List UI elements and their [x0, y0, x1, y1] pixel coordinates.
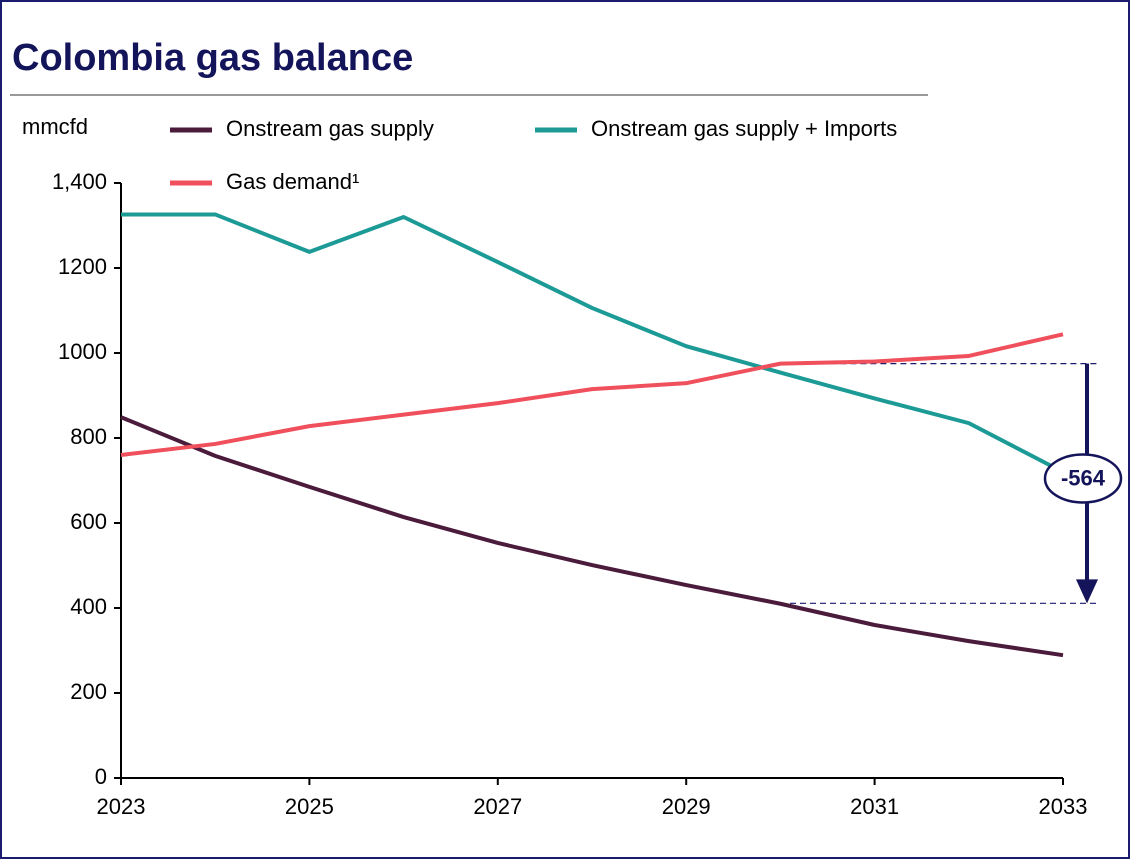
legend-label: Gas demand¹ [226, 169, 359, 194]
legend-label: Onstream gas supply + Imports [591, 116, 897, 141]
y-tick-label: 200 [70, 679, 107, 704]
series-line [121, 212, 1064, 474]
x-tick-label: 2025 [285, 794, 334, 819]
y-tick-label: 1200 [58, 254, 107, 279]
legend-label: Onstream gas supply [226, 116, 434, 141]
y-tick-label: 400 [70, 594, 107, 619]
chart-title: Colombia gas balance [12, 37, 413, 79]
x-tick-label: 2029 [662, 794, 711, 819]
x-tick-label: 2027 [473, 794, 522, 819]
y-tick-label: 0 [95, 764, 107, 789]
y-tick-label: 1,400 [52, 169, 107, 194]
y-tick-label: 600 [70, 509, 107, 534]
x-tick-label: 2033 [1039, 794, 1088, 819]
series-line [120, 415, 1064, 658]
y-tick-label: 1000 [58, 339, 107, 364]
x-tick-label: 2023 [97, 794, 146, 819]
y-tick-label: 800 [70, 424, 107, 449]
annotation-label: -564 [1061, 465, 1106, 490]
annotation-arrowhead [1076, 579, 1098, 604]
series-line [120, 332, 1064, 457]
y-axis-label: mmcfd [22, 114, 88, 139]
x-tick-label: 2031 [850, 794, 899, 819]
annotation-bubble [1043, 453, 1123, 504]
